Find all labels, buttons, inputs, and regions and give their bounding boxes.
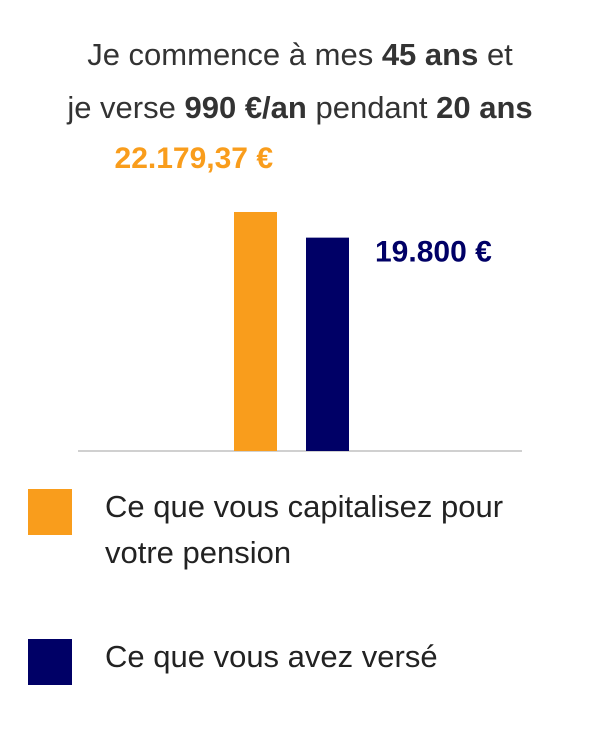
legend-label: Ce que vous capitalisez pour votre pensi… [105, 489, 504, 570]
bar [234, 211, 277, 451]
title-part: 990 €/an [184, 90, 307, 125]
value-label: 22.179,37 € [115, 142, 274, 175]
bar [306, 237, 349, 451]
title-part: 45 ans [381, 37, 479, 72]
legend-swatch [28, 489, 72, 535]
title-part: et [478, 37, 513, 72]
chart-title: Je commence à mes 45 ans et je verse 990 … [0, 28, 600, 134]
legend-item: Ce que vous capitalisez pour votre pensi… [0, 484, 600, 576]
title-line: Je commence à mes 45 ans et [0, 28, 600, 81]
title-part: Je commence à mes [87, 37, 382, 72]
legend: Ce que vous capitalisez pour votre pensi… [0, 484, 600, 738]
legend-item: Ce que vous avez versé [0, 634, 600, 685]
title-part: 20 ans [436, 90, 533, 125]
legend-swatch [28, 639, 72, 685]
title-part: pendant [306, 90, 437, 125]
value-label: 19.800 € [375, 236, 492, 269]
chart: 22.179,37 € 19.800 € [78, 142, 522, 452]
legend-label: Ce que vous avez versé [105, 639, 438, 674]
title-line: je verse 990 €/an pendant 20 ans [0, 81, 600, 134]
title-part: je verse [67, 90, 185, 125]
